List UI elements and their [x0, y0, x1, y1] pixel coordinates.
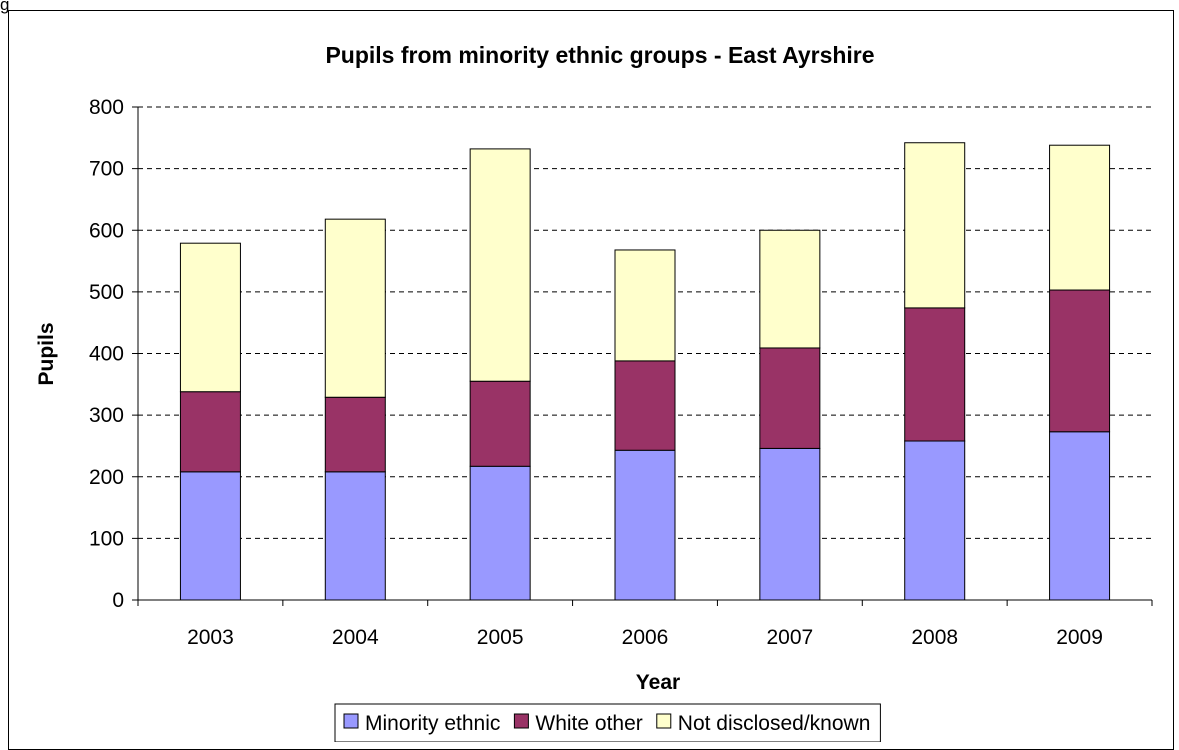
- legend-swatch: [343, 713, 359, 729]
- bar-segment: [614, 449, 676, 601]
- bar-segment: [614, 360, 676, 451]
- bar-segment: [324, 471, 386, 601]
- bar-segment: [469, 148, 531, 382]
- bars: [179, 142, 1111, 601]
- bar-segment: [179, 242, 241, 393]
- corner-label: g: [0, 0, 10, 14]
- legend-swatch: [656, 713, 672, 729]
- x-tick-label: 2009: [1056, 626, 1103, 649]
- x-tick-label: 2003: [187, 626, 234, 649]
- bar-segment: [179, 471, 241, 601]
- y-tick-label: 800: [89, 96, 124, 119]
- bar-segment: [469, 380, 531, 467]
- bar-segment: [324, 396, 386, 473]
- bar-segment: [759, 229, 821, 349]
- bar-segment: [179, 391, 241, 473]
- y-tick-label: 700: [89, 158, 124, 181]
- y-tick-label: 300: [89, 404, 124, 427]
- bar-segment: [614, 249, 676, 362]
- bar-segment: [1049, 144, 1111, 291]
- bar-segment: [1049, 431, 1111, 601]
- y-tick-label: 0: [112, 589, 124, 612]
- bar-segment: [904, 440, 966, 601]
- y-tick-label: 500: [89, 281, 124, 304]
- x-axis-title: Year: [636, 671, 680, 694]
- bar-segment: [469, 465, 531, 601]
- y-axis-title: Pupils: [35, 322, 58, 385]
- axes: [132, 106, 1153, 606]
- legend-swatch: [513, 713, 529, 729]
- legend-label: Not disclosed/known: [678, 712, 871, 735]
- bar-segment: [324, 218, 386, 398]
- bar-segment: [904, 142, 966, 309]
- chart-title: Pupils from minority ethnic groups - Eas…: [325, 42, 874, 68]
- x-tick-label: 2006: [622, 626, 669, 649]
- bar-segment: [1049, 289, 1111, 433]
- y-tick-label: 600: [89, 219, 124, 242]
- legend-label: Minority ethnic: [365, 712, 500, 735]
- x-tick-labels: 2003 2004 2005 2006 2007 2008 2009: [187, 626, 1103, 649]
- bar-segment: [759, 447, 821, 601]
- y-tick-label: 400: [89, 343, 124, 366]
- legend-box: [334, 703, 881, 742]
- y-tick-labels: 0 100 200 300 400 500 600 700 800: [89, 96, 124, 612]
- x-tick-label: 2004: [332, 626, 379, 649]
- y-tick-label: 100: [89, 527, 124, 550]
- bar-segment: [759, 347, 821, 449]
- x-tick-label: 2005: [477, 626, 524, 649]
- y-tick-label: 200: [89, 466, 124, 489]
- bar-segment: [904, 307, 966, 442]
- legend-label: White other: [535, 712, 642, 735]
- legend: Minority ethnic White other Not disclosed/…: [334, 703, 881, 742]
- x-tick-label: 2007: [766, 626, 813, 649]
- x-tick-label: 2008: [911, 626, 958, 649]
